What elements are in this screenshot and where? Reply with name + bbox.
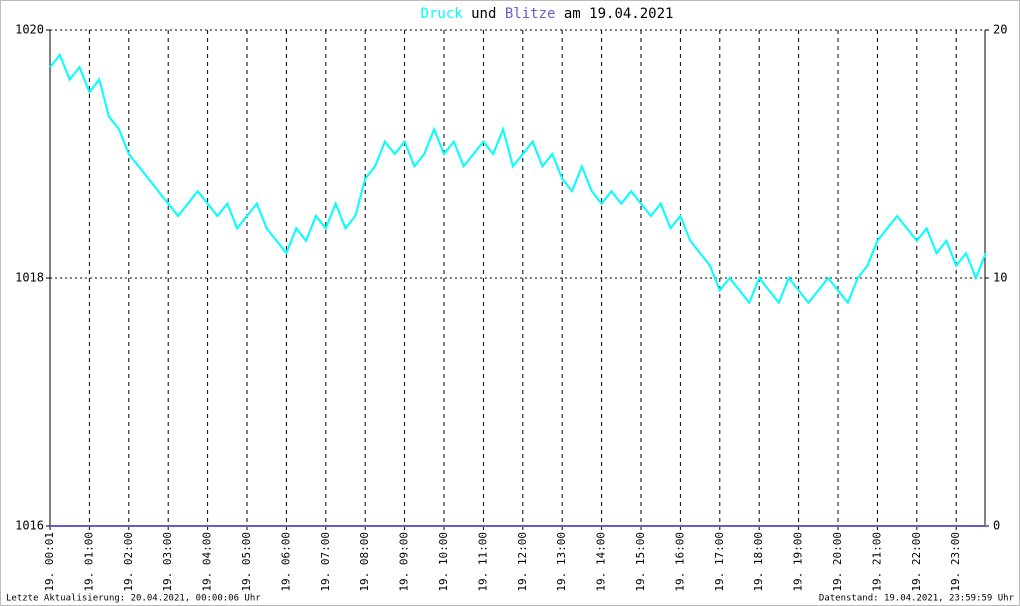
x-tick-label: 19. 11:00 [476, 532, 489, 592]
x-tick-label: 19. 19:00 [792, 532, 805, 592]
y-tick-label: 1018 [15, 271, 44, 285]
chart-title: Druck und Blitze am 19.04.2021 [421, 6, 674, 22]
x-tick-label: 19. 09:00 [398, 532, 411, 592]
x-tick-label: 19. 04:00 [201, 532, 214, 592]
x-tick-label: 19. 20:00 [831, 532, 844, 592]
x-tick-label: 19. 02:00 [122, 532, 135, 592]
footer-left: Letzte Aktualisierung: 20.04.2021, 00:00… [6, 594, 261, 604]
x-tick-label: 19. 13:00 [555, 532, 568, 592]
series-line [49, 52, 987, 305]
y2-tick-label: 10 [993, 271, 1007, 285]
x-tick-label: 19. 08:00 [358, 532, 371, 592]
footer-right: Datenstand: 19.04.2021, 23:59:59 Uhr [819, 594, 1015, 604]
x-tick-label: 19. 21:00 [870, 532, 883, 592]
title-series-2: Blitze [505, 6, 556, 22]
title-connector: und [471, 6, 496, 22]
x-tick-label: 19. 01:00 [82, 532, 95, 592]
x-tick-label: 19. 23:00 [949, 532, 962, 592]
x-tick-label: 19. 16:00 [673, 532, 686, 592]
x-tick-label: 19. 05:00 [240, 532, 253, 592]
y2-tick-label: 0 [993, 519, 1000, 533]
y-tick-label: 1020 [15, 23, 44, 37]
x-tick-label: 19. 22:00 [910, 532, 923, 592]
x-tick-label: 19. 10:00 [437, 532, 450, 592]
x-tick-label: 19. 17:00 [713, 532, 726, 592]
x-tick-label: 19. 00:01 [43, 532, 56, 592]
x-tick-label: 19. 18:00 [752, 532, 765, 592]
y-tick-label: 1016 [15, 519, 44, 533]
title-date: am 19.04.2021 [564, 6, 674, 22]
y2-tick-label: 20 [993, 23, 1007, 37]
x-tick-label: 19. 07:00 [319, 532, 332, 592]
x-tick-label: 19. 15:00 [634, 532, 647, 592]
x-tick-label: 19. 03:00 [161, 532, 174, 592]
x-tick-label: 19. 12:00 [516, 532, 529, 592]
x-tick-label: 19. 06:00 [279, 532, 292, 592]
title-series-1: Druck [421, 6, 464, 22]
x-tick-label: 19. 14:00 [595, 532, 608, 592]
